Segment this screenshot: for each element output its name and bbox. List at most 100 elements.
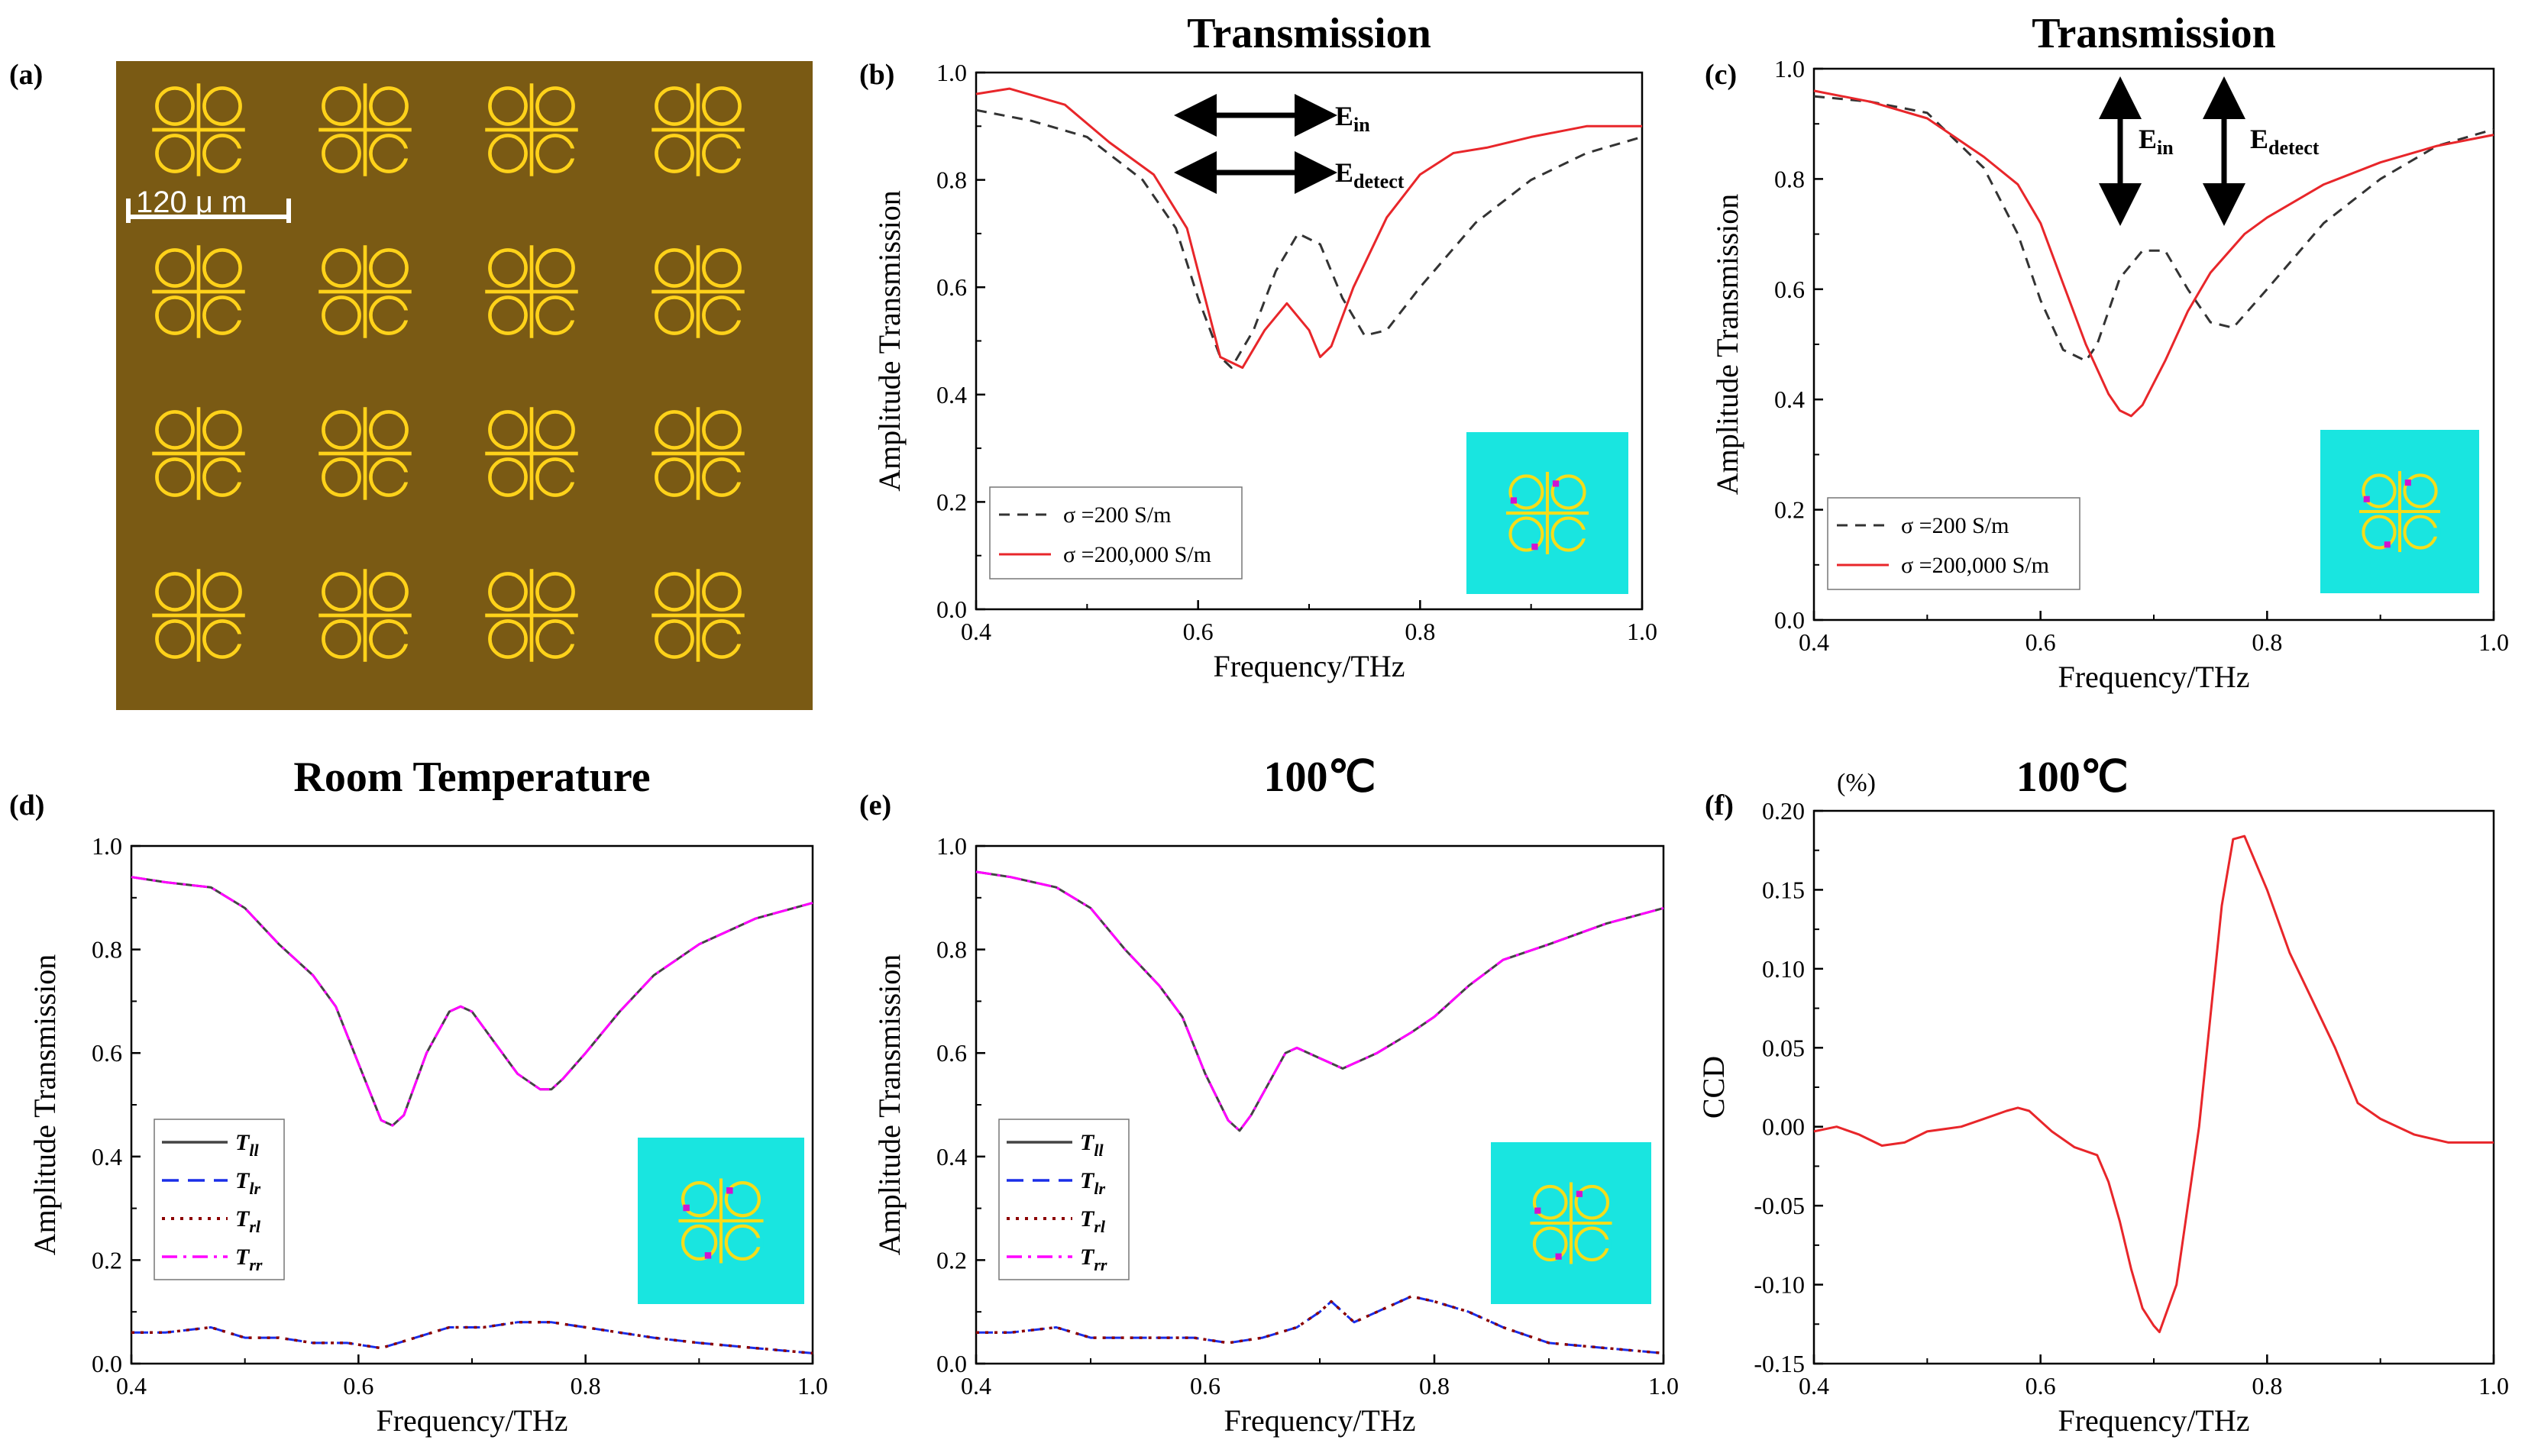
ring (322, 619, 361, 659)
y-tick-label: 0.6 (936, 1039, 967, 1067)
legend-label: Trr (1080, 1245, 1107, 1274)
x-tick-label: 0.4 (1799, 1372, 1829, 1400)
panel-letter-c: (c) (1705, 59, 1737, 91)
panel-letter-d: (d) (9, 789, 44, 822)
unit-cell (485, 407, 579, 500)
legend-box (1827, 497, 2080, 590)
ring-gap (402, 148, 412, 159)
panel-b-chart: (b) Transmission 0.4 0.6 0.8 1.0 0.0 0.2 0.4 0.6 0… (859, 10, 1657, 683)
y-tick-label: 0.2 (936, 1246, 967, 1274)
panel-letter-b: (b) (859, 59, 894, 91)
ring (1532, 1226, 1568, 1262)
ring (655, 619, 694, 659)
series-line-0 (975, 870, 1664, 1132)
y-axis-label: CCD (1696, 1056, 1731, 1119)
ring (1508, 516, 1544, 552)
y-axis-label: Amplitude Transmission (1710, 194, 1744, 496)
series-line-3 (975, 870, 1664, 1132)
ring (488, 619, 528, 659)
ring (202, 248, 242, 288)
legend-label: Tll (1080, 1130, 1104, 1160)
x-tick-label: 0.6 (1183, 618, 1214, 645)
chart-title: Transmission (2032, 10, 2275, 57)
ring (2362, 515, 2397, 550)
ring (488, 572, 528, 612)
y-tick-label: 0.0 (92, 1350, 122, 1377)
ring (369, 572, 409, 612)
unit-cell (318, 569, 412, 662)
series-line-1 (1813, 89, 2494, 418)
legend-box (989, 486, 1243, 579)
x-tick-label: 0.8 (1405, 618, 1435, 645)
e-in-label: Ein (1335, 101, 1370, 136)
x-tick-label: 1.0 (2478, 628, 2509, 656)
ring (488, 457, 528, 497)
legend-label: Trl (1080, 1206, 1106, 1236)
unit-cell (318, 245, 412, 338)
ring (1532, 1184, 1568, 1220)
y-axis-label: Amplitude Transmission (27, 954, 62, 1256)
ring-gap (568, 148, 579, 159)
x-tick-label: 0.4 (961, 618, 991, 645)
panel-f-chart: (f) 100℃ (%) 0.4 0.6 0.8 1.0 -0.15 -0.10 -0.05 0.0… (1696, 754, 2509, 1438)
unit-cell (651, 83, 745, 176)
ring-gap (735, 310, 745, 321)
ring (488, 295, 528, 335)
ring (322, 410, 361, 450)
ring (2403, 473, 2438, 508)
ring (488, 86, 528, 126)
ring (202, 86, 242, 126)
ring-gap (402, 472, 412, 483)
y-tick-label: 0.0 (936, 1350, 967, 1377)
y-tick-label: 0.0 (1774, 606, 1805, 634)
series-line-2 (131, 1321, 813, 1355)
ring-gap (235, 634, 246, 644)
x-axis-label: Frequency/THz (1213, 649, 1405, 683)
ring (655, 86, 694, 126)
y-tick-label: 0.4 (936, 381, 967, 408)
vo2-pad (2363, 496, 2370, 502)
scale-bar-label: 120 μ m (136, 186, 247, 219)
unit-cell (651, 407, 745, 500)
ring-gap (568, 310, 579, 321)
y-tick-label: -0.10 (1754, 1271, 1805, 1299)
panel-c-chart: (c) Transmission 0.4 0.6 0.8 1.0 0.0 0.2 0.4 0.6 0… (1705, 10, 2509, 694)
e-detect-label: Edetect (2250, 124, 2320, 159)
x-tick-label: 0.4 (1799, 628, 1829, 656)
ring (535, 572, 575, 612)
ring (535, 86, 575, 126)
ring (1574, 1184, 1610, 1220)
unit-cell (152, 83, 246, 176)
legend-label: Tll (235, 1130, 259, 1160)
y-tick-label: 0.8 (92, 936, 122, 964)
inset-unit-cell (1530, 1182, 1612, 1264)
series-line-3 (131, 876, 813, 1127)
unit-cell (485, 245, 579, 338)
ring (681, 1180, 718, 1218)
chart-title: 100℃ (2016, 754, 2129, 801)
x-tick-label: 0.6 (343, 1372, 373, 1400)
unit-cell (152, 245, 246, 338)
ring (322, 86, 361, 126)
y-tick-label: 0.6 (92, 1039, 122, 1067)
y-tick-label: 1.0 (936, 59, 967, 86)
vo2-pad (1555, 1253, 1562, 1260)
ring (155, 295, 195, 335)
ring-gap (568, 634, 579, 644)
micrograph-background (116, 61, 813, 710)
x-axis-label: Frequency/THz (2058, 660, 2249, 694)
unit-cell (651, 245, 745, 338)
y-tick-label: -0.15 (1754, 1350, 1805, 1377)
unit-cell-grid (152, 83, 745, 662)
unit-label: (%) (1837, 769, 1876, 797)
y-tick-label: 0.0 (936, 596, 967, 623)
legend-box (998, 1119, 1130, 1280)
y-axis-label: Amplitude Transmission (872, 190, 907, 492)
panel-a-micrograph: (a) 120 μ m (9, 59, 813, 710)
y-tick-label: 0.4 (936, 1143, 967, 1170)
y-tick-label: 0.2 (936, 488, 967, 515)
series-line-0 (1813, 835, 2494, 1334)
legend-label: Tlr (235, 1168, 260, 1198)
inset-unit-cell (678, 1178, 764, 1264)
